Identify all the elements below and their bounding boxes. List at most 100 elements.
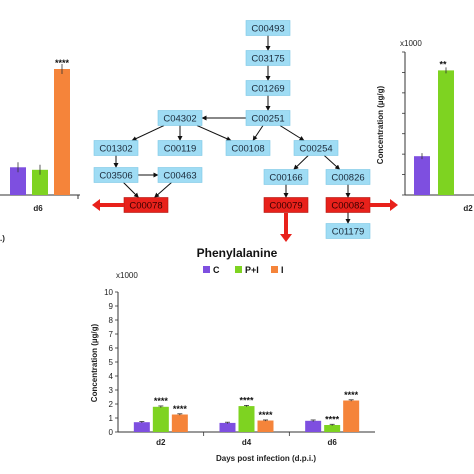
pathway-edges xyxy=(113,35,351,224)
left-category-label: d6 xyxy=(33,204,43,213)
bar xyxy=(171,414,188,432)
node-box xyxy=(325,223,371,239)
legend-swatch xyxy=(235,266,242,273)
significance-stars: **** xyxy=(173,404,188,414)
pathway-node: C00254 xyxy=(293,140,339,156)
bar xyxy=(152,406,169,432)
right-partial-chart: x1000 Concentration (µg/g) ** d2 xyxy=(376,39,474,213)
pathway-node: C04302 xyxy=(157,110,203,126)
highlight-node-box xyxy=(263,197,309,213)
y-tick-label: 8 xyxy=(109,316,114,325)
legend-label: C xyxy=(213,265,220,275)
pathway-node: C01302 xyxy=(93,140,139,156)
node-box xyxy=(157,110,203,126)
node-label: C00254 xyxy=(299,143,332,154)
node-label: C01179 xyxy=(332,226,365,237)
right-bar xyxy=(438,70,454,195)
pathway-node: C00078 xyxy=(123,197,169,213)
node-box xyxy=(245,110,291,126)
legend-label: P+I xyxy=(245,265,259,275)
x-category-label: d2 xyxy=(156,438,166,447)
bar xyxy=(133,422,150,432)
main-multiplier: x1000 xyxy=(116,271,138,280)
y-tick-label: 10 xyxy=(104,288,113,297)
left-bar xyxy=(32,169,48,195)
pathway-node: C00166 xyxy=(263,169,309,185)
right-bar xyxy=(414,156,430,195)
node-box xyxy=(245,80,291,96)
node-box xyxy=(225,140,271,156)
pathway-node: C01179 xyxy=(325,223,371,239)
significance-stars: **** xyxy=(325,414,340,424)
y-tick-label: 5 xyxy=(109,358,114,367)
pathway-edge xyxy=(252,125,264,141)
y-tick-label: 0 xyxy=(109,428,114,437)
node-label: C01269 xyxy=(251,83,284,94)
pathway-edge xyxy=(196,125,232,141)
pathway-node: C00463 xyxy=(157,167,203,183)
left-partial-chart: **** d6 .) xyxy=(0,58,80,243)
bar xyxy=(257,420,274,432)
red-arrows xyxy=(92,199,398,242)
node-label: C01302 xyxy=(99,143,132,154)
left-stars: **** xyxy=(55,58,70,68)
significance-stars: **** xyxy=(344,390,359,400)
pathway-node: C03175 xyxy=(245,50,291,66)
pathway-edge xyxy=(279,125,305,141)
significance-stars: **** xyxy=(154,396,169,406)
pathway-edge xyxy=(293,155,309,170)
pathway-node: C00493 xyxy=(245,20,291,36)
legend-swatch xyxy=(271,266,278,273)
bar xyxy=(343,400,360,432)
pathway-node: C00079 xyxy=(263,197,309,213)
node-label: C00826 xyxy=(331,172,364,183)
left-tail-label: .) xyxy=(0,234,5,243)
pathway-node: C00826 xyxy=(325,169,371,185)
node-label: C00251 xyxy=(251,113,284,124)
pathway-node: C01269 xyxy=(245,80,291,96)
right-category-label: d2 xyxy=(463,204,473,213)
right-multiplier: x1000 xyxy=(400,39,422,48)
center-label: Phenylalanine xyxy=(197,246,278,260)
left-bar xyxy=(54,69,70,195)
node-label: C03506 xyxy=(99,170,132,181)
right-stars: ** xyxy=(439,59,447,69)
red-arrow-down xyxy=(280,213,292,242)
node-label: C00119 xyxy=(164,143,197,154)
y-tick-label: 9 xyxy=(109,302,114,311)
pathway-node: C00082 xyxy=(325,197,371,213)
pathway-node: C00251 xyxy=(245,110,291,126)
bar xyxy=(219,422,236,432)
node-label: C00493 xyxy=(251,23,284,34)
node-label: C00166 xyxy=(269,172,302,183)
pathway-diagram: C00493 C03175 C01269 C00251 C04302 C01302 C001… xyxy=(93,20,371,239)
y-tick-label: 4 xyxy=(109,372,114,381)
node-box xyxy=(245,20,291,36)
node-box xyxy=(93,167,139,183)
node-box xyxy=(325,169,371,185)
node-box xyxy=(293,140,339,156)
right-ylabel: Concentration (µg/g) xyxy=(376,85,385,164)
node-box xyxy=(93,140,139,156)
node-label: C00108 xyxy=(231,143,264,154)
red-arrow-right xyxy=(370,199,398,211)
pathway-node: C00119 xyxy=(157,140,203,156)
node-label: C00082 xyxy=(331,200,364,211)
bar xyxy=(324,425,341,432)
node-label: C00079 xyxy=(269,200,302,211)
significance-stars: **** xyxy=(258,410,273,420)
y-tick-label: 3 xyxy=(109,386,114,395)
node-label: C04302 xyxy=(163,113,196,124)
pathway-node: C03506 xyxy=(93,167,139,183)
pathway-edge xyxy=(154,182,172,198)
node-box xyxy=(157,140,203,156)
node-label: C00078 xyxy=(129,200,162,211)
pathway-nodes: C00493 C03175 C01269 C00251 C04302 C01302 C001… xyxy=(93,20,371,239)
node-label: C00463 xyxy=(163,170,196,181)
x-category-label: d6 xyxy=(327,438,337,447)
pathway-node: C00108 xyxy=(225,140,271,156)
y-tick-label: 7 xyxy=(109,330,114,339)
pathway-edge xyxy=(131,125,165,141)
legend-swatch xyxy=(203,266,210,273)
